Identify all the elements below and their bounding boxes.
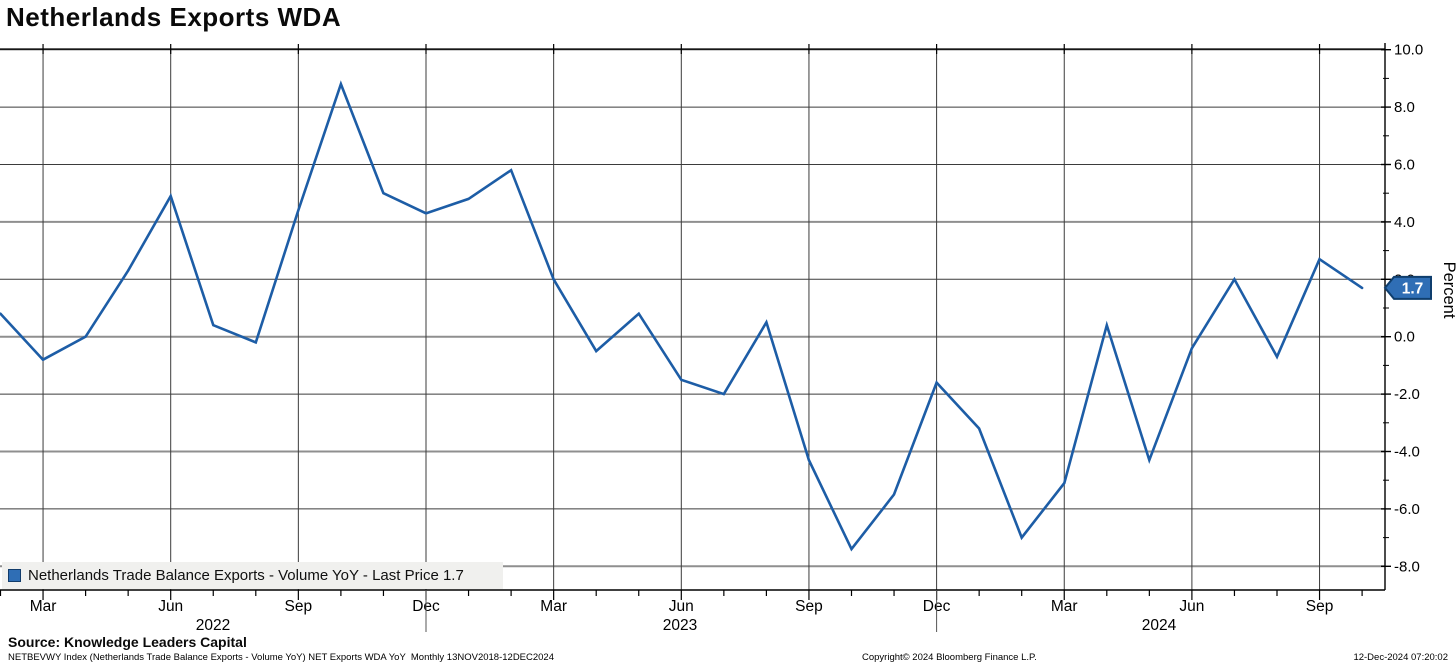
x-year-label: 2024 (1142, 617, 1177, 634)
x-tick-label: Jun (1179, 598, 1204, 615)
y-tick-label: -6.0 (1394, 501, 1420, 518)
legend-series-label: Netherlands Trade Balance Exports - Volu… (28, 567, 464, 584)
page-title: Netherlands Exports WDA (6, 2, 342, 32)
y-tick-label: -4.0 (1394, 444, 1420, 461)
chart-plot-area[interactable]: 10.08.06.04.02.00.0-2.0-4.0-6.0-8.0Perce… (0, 0, 1456, 648)
x-year-label: 2022 (196, 617, 230, 634)
footnote-bar: NETBEVWY Index (Netherlands Trade Balanc… (0, 652, 1456, 666)
x-tick-label: Sep (795, 598, 823, 615)
legend-series-swatch-icon (8, 569, 21, 582)
y-tick-label: 4.0 (1394, 214, 1415, 231)
footnote-timestamp: 12-Dec-2024 07:20:02 (1353, 652, 1448, 663)
x-tick-label: Sep (285, 598, 313, 615)
x-tick-label: Mar (1051, 598, 1078, 615)
x-tick-label: Jun (158, 598, 183, 615)
footnote-copyright: Copyright© 2024 Bloomberg Finance L.P. (862, 652, 1037, 663)
x-tick-label: Mar (540, 598, 567, 615)
y-axis-title: Percent (1440, 262, 1456, 319)
y-tick-label: -2.0 (1394, 386, 1420, 403)
x-tick-label: Mar (30, 598, 57, 615)
y-tick-label: 0.0 (1394, 329, 1415, 346)
source-attribution: Source: Knowledge Leaders Capital (8, 634, 247, 650)
x-tick-label: Sep (1306, 598, 1334, 615)
series-line (0, 80, 1364, 552)
y-tick-label: -8.0 (1394, 558, 1420, 575)
y-tick-label: 6.0 (1394, 157, 1415, 174)
last-price-badge (1383, 275, 1432, 300)
last-price-badge-value: 1.7 (1402, 280, 1424, 297)
y-tick-label: 8.0 (1394, 99, 1415, 116)
footnote-ticker-description: NETBEVWY Index (Netherlands Trade Balanc… (8, 652, 555, 663)
x-year-label: 2023 (663, 617, 697, 634)
legend[interactable]: Netherlands Trade Balance Exports - Volu… (2, 562, 503, 589)
x-tick-label: Jun (669, 598, 694, 615)
y-tick-label: 10.0 (1394, 42, 1423, 59)
